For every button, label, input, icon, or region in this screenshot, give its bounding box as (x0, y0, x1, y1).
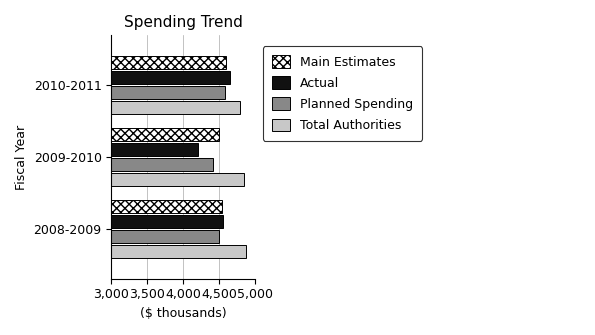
Bar (0, 71, 230, 84)
Bar (0, 215, 223, 228)
Legend: Main Estimates, Actual, Planned Spending, Total Authorities: Main Estimates, Actual, Planned Spending… (263, 47, 422, 141)
Bar (0, 86, 225, 99)
Bar (0, 229, 219, 243)
Bar (0, 128, 219, 141)
Bar (0, 101, 240, 114)
Title: Spending Trend: Spending Trend (124, 15, 243, 30)
Bar (0, 173, 245, 186)
Bar (0, 143, 198, 156)
Bar (0, 158, 214, 171)
Bar (0, 56, 226, 69)
X-axis label: ($ thousands): ($ thousands) (140, 307, 227, 320)
Bar (0, 200, 222, 213)
Bar (0, 245, 246, 258)
Y-axis label: Fiscal Year: Fiscal Year (15, 125, 28, 190)
